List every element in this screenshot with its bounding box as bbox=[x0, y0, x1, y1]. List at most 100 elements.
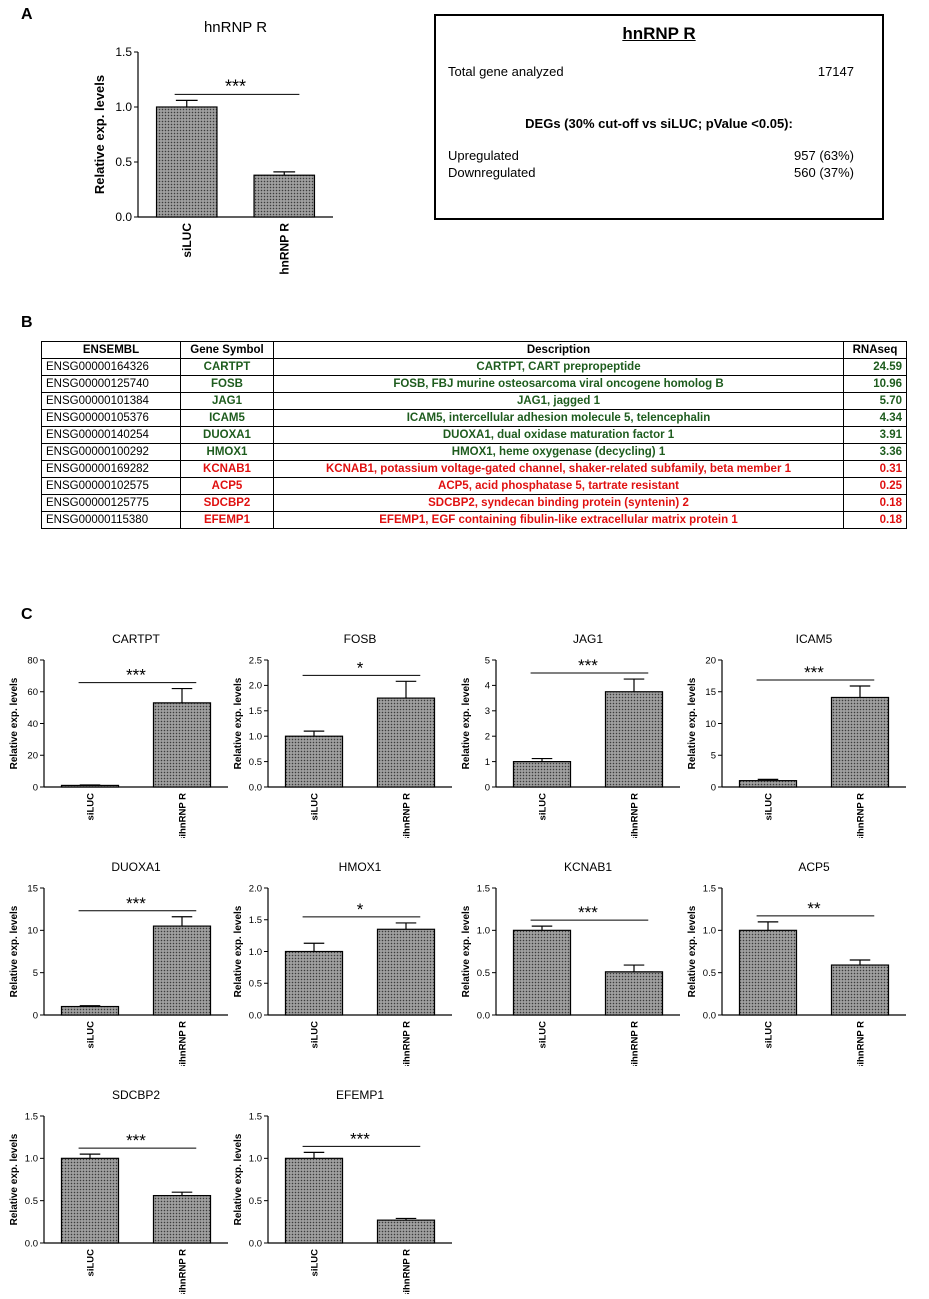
y-tick-label: 1.0 bbox=[25, 1154, 38, 1165]
y-tick-label: 20 bbox=[705, 655, 716, 666]
total-value: 17147 bbox=[817, 64, 854, 79]
x-tick-label: sihnRNP R bbox=[401, 1249, 412, 1294]
bar-chart: hnRNP R 0.0 0.5 1.0 1.5 Relative exp. levels s… bbox=[92, 19, 333, 285]
y-tick-label: 1.0 bbox=[703, 926, 716, 937]
y-tick-label: 0.5 bbox=[477, 968, 490, 979]
x-tick-label: siLUC bbox=[85, 793, 96, 821]
bar-siluc bbox=[60, 784, 120, 788]
ensembl-cell: ENSG00000102575 bbox=[41, 477, 181, 495]
y-tick-label: 3 bbox=[485, 706, 490, 717]
bar-sihnrnp-r bbox=[253, 174, 316, 218]
x-tick-label: siLUC bbox=[85, 1249, 96, 1277]
x-tick-label: sihnRNP R bbox=[177, 1249, 188, 1294]
bar-sihnrnp-r bbox=[152, 925, 212, 1016]
header-ensembl: ENSEMBL bbox=[41, 341, 181, 359]
rnaseq-cell: 0.18 bbox=[843, 511, 907, 529]
gene-symbol-cell: ACP5 bbox=[180, 477, 274, 495]
y-tick-label: 0.5 bbox=[703, 968, 716, 979]
gene-symbol-cell: CARTPT bbox=[180, 358, 274, 376]
y-axis-label: Relative exp. levels bbox=[233, 905, 244, 997]
rnaseq-cell: 0.31 bbox=[843, 460, 907, 478]
y-tick-label: 20 bbox=[27, 751, 38, 762]
bar-siluc bbox=[512, 929, 572, 1016]
rnaseq-cell: 24.59 bbox=[843, 358, 907, 376]
y-tick-label: 1.5 bbox=[249, 706, 262, 717]
chart-title: HMOX1 bbox=[339, 860, 382, 874]
ensembl-cell: ENSG00000125740 bbox=[41, 375, 181, 393]
x-tick-label: sihnRNP R bbox=[629, 793, 640, 838]
y-tick-label: 0.0 bbox=[703, 1010, 716, 1021]
ensembl-cell: ENSG00000169282 bbox=[41, 460, 181, 478]
upregulated-row: Upregulated 957 (63%) bbox=[448, 148, 854, 163]
table-header-row: ENSEMBL Gene Symbol Description RNAseq bbox=[41, 341, 907, 359]
x-tick-label: siLUC bbox=[309, 793, 320, 821]
x-tick-label: siLUC bbox=[309, 1249, 320, 1277]
gene-table: ENSEMBL Gene Symbol Description RNAseq E… bbox=[41, 341, 907, 529]
bar-chart: CARTPT 0 20 40 60 80 Relative exp. levels siLUC… bbox=[9, 632, 228, 842]
table-row: ENSG00000101384 JAG1 JAG1, jagged 1 5.70 bbox=[41, 392, 907, 410]
y-tick-label: 1.0 bbox=[249, 947, 262, 958]
y-tick-label: 1.5 bbox=[477, 883, 490, 894]
x-tick-label: sihnRNP R bbox=[401, 793, 412, 838]
bar-chart: EFEMP1 0.0 0.5 1.0 1.5 Relative exp. levels si… bbox=[233, 1088, 452, 1298]
y-axis-label: Relative exp. levels bbox=[687, 905, 698, 997]
y-tick-label: 40 bbox=[27, 719, 38, 730]
significance-stars: *** bbox=[350, 1129, 370, 1148]
description-cell: HMOX1, heme oxygenase (decycling) 1 bbox=[273, 443, 844, 461]
significance-stars: *** bbox=[126, 666, 146, 685]
y-tick-label: 1.5 bbox=[115, 45, 132, 59]
table-row: ENSG00000164326 CARTPT CARTPT, CART prepro… bbox=[41, 358, 907, 376]
chart-title: ACP5 bbox=[798, 860, 830, 874]
x-tick-label: siLUC bbox=[180, 223, 194, 258]
y-tick-label: 0 bbox=[33, 782, 38, 793]
chart-title: DUOXA1 bbox=[111, 860, 161, 874]
gene-symbol-cell: DUOXA1 bbox=[180, 426, 274, 444]
ensembl-cell: ENSG00000115380 bbox=[41, 511, 181, 529]
panel-label-a: A bbox=[21, 6, 33, 23]
y-axis-label: Relative exp. levels bbox=[233, 1133, 244, 1225]
x-tick-label: siLUC bbox=[763, 1021, 774, 1049]
summary-box: hnRNP R Total gene analyzed 17147 DEGs (… bbox=[434, 14, 884, 220]
bar-sihnrnp-r bbox=[830, 964, 890, 1016]
y-axis-label: Relative exp. levels bbox=[9, 677, 20, 769]
chart-slot: ICAM5 0 5 10 15 20 Relative exp. levels siLUC si… bbox=[686, 628, 911, 842]
y-tick-label: 5 bbox=[33, 968, 38, 979]
significance-stars: * bbox=[357, 658, 364, 677]
bar-sihnrnp-r bbox=[152, 702, 212, 788]
downregulated-value: 560 (37%) bbox=[794, 165, 854, 180]
bar-siluc bbox=[60, 1157, 120, 1244]
significance-stars: *** bbox=[225, 76, 246, 96]
header-description: Description bbox=[273, 341, 844, 359]
y-axis-label: Relative exp. levels bbox=[233, 677, 244, 769]
chart-slot: FOSB 0.0 0.5 1.0 1.5 2.0 2.5 Relative exp. leve… bbox=[232, 628, 457, 842]
y-tick-label: 1.0 bbox=[477, 926, 490, 937]
gene-symbol-cell: JAG1 bbox=[180, 392, 274, 410]
y-tick-label: 60 bbox=[27, 687, 38, 698]
total-label: Total gene analyzed bbox=[448, 64, 564, 79]
gene-symbol-cell: EFEMP1 bbox=[180, 511, 274, 529]
rnaseq-cell: 5.70 bbox=[843, 392, 907, 410]
bar-sihnrnp-r bbox=[604, 971, 664, 1016]
x-tick-label: sihnRNP R bbox=[629, 1021, 640, 1066]
downregulated-label: Downregulated bbox=[448, 165, 536, 180]
chart-title: ICAM5 bbox=[796, 632, 833, 646]
x-tick-label: siLUC bbox=[537, 1021, 548, 1049]
bar-chart: HMOX1 0.0 0.5 1.0 1.5 2.0 Relative exp. levels… bbox=[233, 860, 452, 1070]
significance-stars: *** bbox=[804, 663, 824, 682]
description-cell: EFEMP1, EGF containing fibulin-like extr… bbox=[273, 511, 844, 529]
description-cell: ICAM5, intercellular adhesion molecule 5… bbox=[273, 409, 844, 427]
bar-chart: SDCBP2 0.0 0.5 1.0 1.5 Relative exp. levels si… bbox=[9, 1088, 228, 1298]
bar-sihnrnp-r bbox=[376, 1219, 436, 1244]
description-cell: ACP5, acid phosphatase 5, tartrate resis… bbox=[273, 477, 844, 495]
chart-title: JAG1 bbox=[573, 632, 603, 646]
x-tick-label: sihnRNP R bbox=[177, 793, 188, 838]
y-tick-label: 0.0 bbox=[25, 1238, 38, 1249]
y-tick-label: 15 bbox=[705, 687, 716, 698]
degs-label: DEGs (30% cut-off vs siLUC; pValue <0.05… bbox=[525, 116, 793, 131]
description-cell: CARTPT, CART prepropeptide bbox=[273, 358, 844, 376]
bar-sihnrnp-r bbox=[830, 696, 890, 788]
table-body: ENSG00000164326 CARTPT CARTPT, CART prepro… bbox=[41, 358, 907, 529]
bar-chart: ICAM5 0 5 10 15 20 Relative exp. levels siLUC si… bbox=[687, 632, 906, 842]
chart-title: FOSB bbox=[344, 632, 377, 646]
ensembl-cell: ENSG00000105376 bbox=[41, 409, 181, 427]
